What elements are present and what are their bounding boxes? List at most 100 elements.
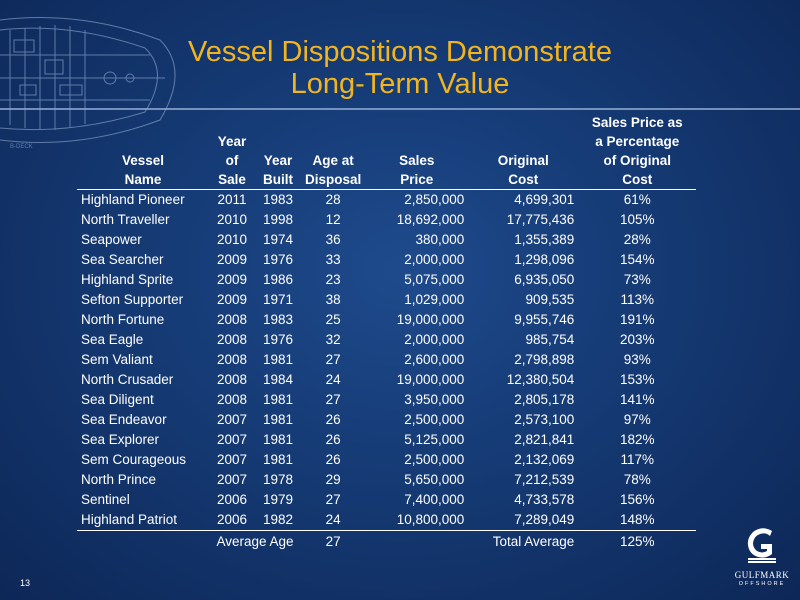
header-vessel: Name: [77, 170, 209, 190]
header-sale: [209, 113, 255, 132]
cell-year-built: 1978: [262, 472, 294, 487]
cell-age: 27: [325, 352, 341, 367]
cell-sale-year: 2007: [216, 472, 248, 487]
cell-year-built: 1986: [262, 272, 294, 287]
cell-year-built: 1981: [262, 452, 294, 467]
cell-percentage: 203%: [620, 332, 655, 347]
cell-vessel-name: Seapower: [81, 232, 142, 247]
table-row: North Fortune 2008 1983 25 19,000,000 9,955,7…: [77, 310, 696, 330]
average-age-label: Average Age: [216, 534, 294, 549]
cell-year-built: 1976: [262, 332, 294, 347]
table-row: Highland Patriot 2006 1982 24 10,800,000 7,28…: [77, 510, 697, 531]
table-row: Sea Diligent 2008 1981 27 3,950,000 2,805,178…: [77, 390, 696, 410]
table-row: Sentinel 2006 1979 27 7,400,000 4,733,578 156%: [77, 490, 696, 510]
cell-age: 24: [325, 372, 341, 387]
header-cost: Original: [497, 153, 549, 168]
header-pct: a Percentage: [595, 134, 680, 149]
cell-original-cost: 6,935,050: [514, 272, 575, 287]
cell-sale-year: 2009: [216, 272, 248, 287]
cell-original-cost: 7,212,539: [514, 472, 575, 487]
cell-percentage: 97%: [623, 412, 651, 427]
cell-sale-year: 2008: [216, 312, 248, 327]
cell-percentage: 61%: [623, 192, 651, 207]
cell-vessel-name: North Fortune: [81, 312, 165, 327]
cell-sale-year: 2009: [216, 252, 248, 267]
table-row: Seapower 2010 1974 36 380,000 1,355,389 28%: [77, 230, 696, 250]
header-age: [301, 132, 365, 151]
cell-original-cost: 2,821,841: [514, 432, 575, 447]
table-row: Sea Explorer 2007 1981 26 5,125,000 2,821,841…: [77, 430, 696, 450]
cell-sales-price: 19,000,000: [396, 312, 465, 327]
table-row: Sea Searcher 2009 1976 33 2,000,000 1,298,096…: [77, 250, 696, 270]
cell-age: 27: [325, 392, 341, 407]
logo-name: GULFMARK: [734, 570, 790, 580]
cell-sales-price: 5,125,000: [404, 432, 465, 447]
cell-age: 36: [325, 232, 341, 247]
table-row: Sefton Supporter 2009 1971 38 1,029,000 909,5…: [77, 290, 696, 310]
header-price: Sales: [399, 153, 435, 168]
cell-sales-price: 380,000: [415, 232, 465, 247]
cell-age: 38: [325, 292, 341, 307]
cell-sale-year: 2007: [216, 432, 248, 447]
header-sale: Year: [217, 134, 247, 149]
table-row: Sem Courageous 2007 1981 26 2,500,000 2,132,0…: [77, 450, 696, 470]
table-row: Highland Sprite 2009 1986 23 5,075,000 6,935,…: [77, 270, 696, 290]
cell-original-cost: 7,289,049: [468, 510, 579, 531]
cell-percentage: 156%: [620, 492, 655, 507]
cell-sale-year: 2006: [216, 492, 248, 507]
header-price: [365, 113, 468, 132]
cell-percentage: 141%: [620, 392, 655, 407]
cell-age: 26: [325, 452, 341, 467]
cell-sales-price: 10,800,000: [365, 510, 469, 531]
table-summary-row: Average Age 27 Total Average 125%: [77, 531, 696, 554]
cell-age: 27: [325, 492, 341, 507]
cell-age: 33: [325, 252, 341, 267]
cell-original-cost: 2,805,178: [514, 392, 575, 407]
cell-age: 26: [325, 412, 341, 427]
header-price: Price: [365, 170, 469, 190]
cell-vessel-name: Highland Pioneer: [81, 192, 185, 207]
cell-sale-year: 2011: [217, 192, 247, 207]
cell-original-cost: 2,573,100: [514, 412, 575, 427]
cell-sales-price: 2,000,000: [404, 252, 465, 267]
cell-original-cost: 985,754: [525, 332, 575, 347]
average-age-value: 27: [325, 534, 341, 549]
table-header: Sales Price as Year a Percentage Vessel …: [77, 113, 697, 190]
header-built: [255, 132, 301, 151]
page-number: 13: [20, 578, 31, 588]
company-logo: GULFMARK OFFSHORE: [734, 523, 790, 587]
header-age: [301, 113, 365, 132]
table-row: Sem Valiant 2008 1981 27 2,600,000 2,798,898 9…: [77, 350, 696, 370]
table-row: North Crusader 2008 1984 24 19,000,000 12,380…: [77, 370, 696, 390]
cell-sale-year: 2007: [216, 412, 248, 427]
cell-percentage: 117%: [620, 452, 655, 467]
blueprint-label: B-DECK: [10, 144, 33, 150]
cell-sales-price: 1,029,000: [404, 292, 465, 307]
cell-percentage: 153%: [620, 372, 655, 387]
cell-vessel-name: Highland Sprite: [81, 272, 174, 287]
cell-percentage: 113%: [620, 292, 655, 307]
cell-original-cost: 1,355,389: [514, 232, 575, 247]
cell-percentage: 154%: [620, 252, 655, 267]
cell-year-built: 1981: [262, 412, 294, 427]
cell-vessel-name: North Crusader: [81, 372, 174, 387]
header-pct: of Original: [603, 153, 672, 168]
cell-original-cost: 4,733,578: [514, 492, 575, 507]
gulfmark-g-icon: [747, 528, 776, 563]
cell-sales-price: 5,650,000: [404, 472, 465, 487]
logo-subtitle: OFFSHORE: [738, 581, 786, 587]
cell-vessel-name: Sea Explorer: [81, 432, 160, 447]
cell-original-cost: 9,955,746: [514, 312, 575, 327]
cell-sales-price: 5,075,000: [404, 272, 465, 287]
cell-vessel-name: North Traveller: [81, 212, 170, 227]
cell-sales-price: 19,000,000: [396, 372, 465, 387]
cell-year-built: 1971: [262, 292, 294, 307]
cell-percentage: 73%: [623, 272, 651, 287]
title-line-1: Vessel Dispositions Demonstrate: [188, 36, 612, 68]
cell-sale-year: 2008: [216, 332, 248, 347]
cell-year-built: 1982: [255, 510, 301, 531]
cell-age: 26: [325, 432, 341, 447]
vessel-dispositions-table: Sales Price as Year a Percentage Vessel …: [77, 113, 697, 554]
header-built: Built: [255, 170, 301, 190]
cell-year-built: 1981: [262, 392, 294, 407]
